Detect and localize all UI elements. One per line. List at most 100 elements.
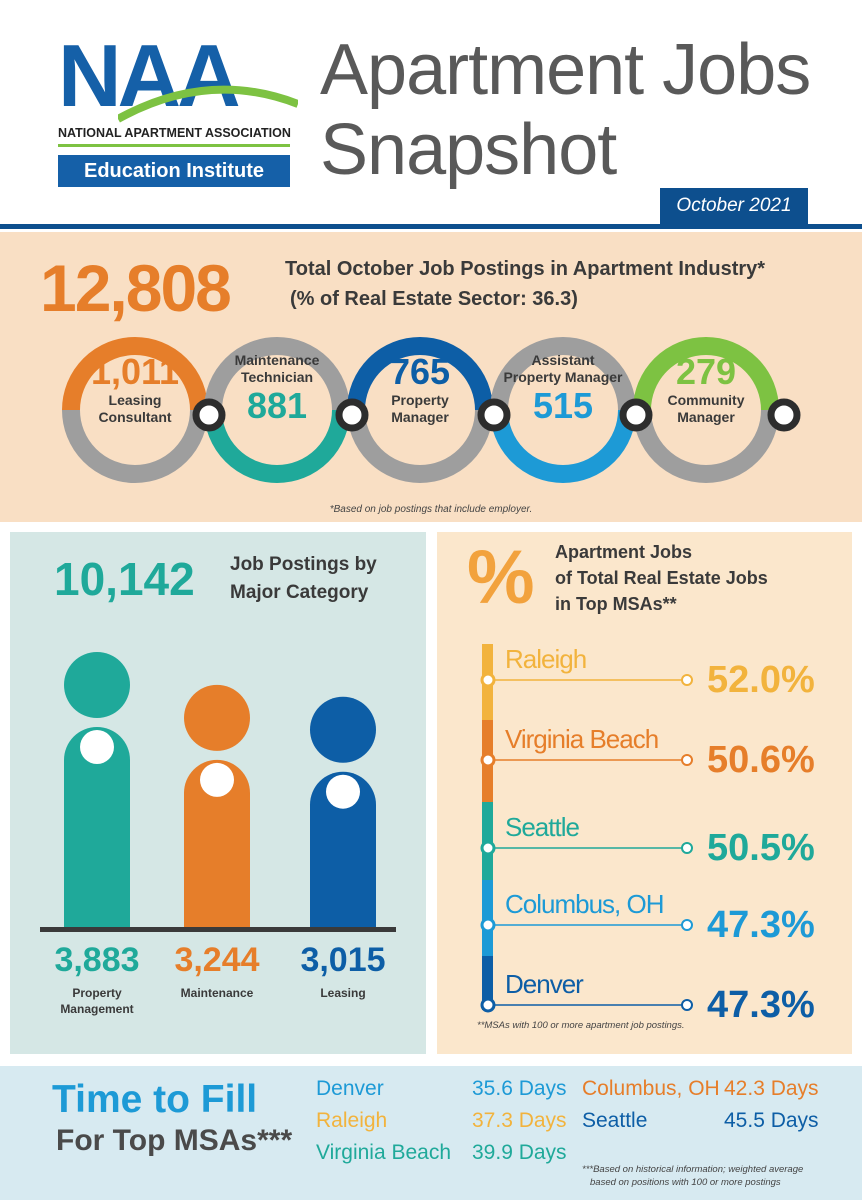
connector-node-icon (192, 398, 226, 432)
ring-label2: Manager (391, 409, 449, 425)
ring-value: 1,011 (90, 351, 180, 392)
timeline-end-icon (681, 754, 693, 766)
rings-chain (62, 337, 801, 483)
title-line2: Snapshot (320, 110, 617, 190)
total-number: 12,808 (40, 251, 232, 325)
figure-body (310, 771, 376, 927)
ring-bottom-arc (204, 409, 350, 483)
ring-label2: Consultant (98, 409, 172, 425)
totals-section: 12,808 Total October Job Postings in Apa… (0, 232, 862, 522)
totals-footnote: *Based on job postings that include empl… (329, 504, 533, 515)
ring-label1: Community (667, 392, 745, 408)
logo-sub: Education Institute (58, 155, 290, 187)
ring-value: 881 (246, 385, 308, 426)
fill-city: Columbus, OH (582, 1077, 720, 1100)
connector-node-icon (767, 398, 801, 432)
msa-title2: of Total Real Estate Jobs (555, 568, 768, 588)
connector-node-icon (477, 398, 511, 432)
title-line1: Apartment Jobs (320, 30, 811, 110)
timeline-node-icon (480, 840, 496, 856)
fill-footnote2: based on positions with 100 or more post… (590, 1177, 781, 1188)
msa-panel: % Apartment Jobs of Total Real Estate Jo… (437, 532, 852, 1054)
fill-title1: Time to Fill (52, 1078, 258, 1121)
ring-label1: Assistant (531, 352, 595, 368)
timeline-node-icon (480, 752, 496, 768)
figure-head (184, 684, 250, 751)
figure-body (184, 759, 250, 927)
ring-label1: Maintenance (234, 352, 320, 368)
fill-city: Raleigh (316, 1109, 388, 1132)
ring-value: 515 (532, 385, 594, 426)
msa-title3: in Top MSAs** (555, 594, 677, 614)
ring-label1: Leasing (108, 392, 162, 408)
msa-name: Denver (505, 969, 584, 999)
figure-dot-icon (200, 762, 234, 797)
msa-name: Raleigh (505, 644, 587, 674)
msa-timeline (480, 644, 693, 1013)
ring-item: 765 Property Manager (350, 352, 490, 426)
ring-bottom-arc (347, 409, 493, 483)
ring-item: 279 Community Manager (636, 352, 776, 426)
logo: NAA NATIONAL APARTMENT ASSOCIATION Educa… (58, 32, 298, 190)
ring-top-arc (347, 337, 493, 411)
fill-days: 39.9 Days (472, 1141, 567, 1164)
ring-label2: Manager (677, 409, 735, 425)
total-line2: (% of Real Estate Sector: 36.3) (290, 288, 578, 310)
timeline-end-icon (681, 842, 693, 854)
timeline-node-icon (480, 672, 496, 688)
time-to-fill-section: Time to Fill For Top MSAs*** Denver 35.6 … (0, 1066, 862, 1200)
category-label1: Leasing (320, 986, 366, 1000)
category-label1: Property (72, 986, 122, 1000)
timeline-node-icon (480, 997, 496, 1013)
ring-bottom-arc (633, 409, 779, 483)
figure-dot-icon (80, 730, 114, 764)
total-line1: Total October Job Postings in Apartment … (285, 258, 766, 280)
ring-label2: Technician (240, 369, 314, 385)
category-figures (40, 652, 396, 932)
ring-label1: Property (391, 392, 449, 408)
connector-node-icon (619, 398, 653, 432)
fill-city: Denver (316, 1077, 384, 1100)
figure-body (64, 727, 130, 927)
figure-head (310, 696, 376, 763)
figure-head (64, 652, 130, 718)
ring-bottom-arc (62, 409, 208, 483)
logo-org: NATIONAL APARTMENT ASSOCIATION (58, 126, 291, 140)
category-value: 3,244 (174, 941, 260, 979)
timeline-end-icon (681, 674, 693, 686)
baseline (40, 927, 396, 932)
fill-days: 37.3 Days (472, 1109, 567, 1132)
msa-percent: 47.3% (707, 904, 815, 946)
msa-name: Columbus, OH (505, 889, 664, 919)
fill-footnote1: ***Based on historical information; weig… (582, 1164, 804, 1175)
msa-name: Seattle (505, 812, 580, 842)
figure-dot-icon (326, 774, 360, 809)
ring-top-arc (62, 337, 208, 411)
ring-top-arc (490, 337, 636, 411)
category-label2: Management (60, 1002, 134, 1016)
fill-days: 35.6 Days (472, 1077, 567, 1100)
ring-value: 765 (389, 351, 451, 392)
logo-swoosh-icon (118, 85, 298, 123)
category-value: 3,883 (54, 941, 140, 979)
date-badge: October 2021 (660, 188, 808, 224)
page-title: Apartment Jobs Snapshot (320, 30, 811, 190)
ring-label2: Property Manager (503, 369, 623, 385)
fill-title2: For Top MSAs*** (56, 1124, 293, 1157)
fill-days: 42.3 Days (724, 1077, 819, 1100)
category-number: 10,142 (54, 553, 195, 605)
connector-node-icon (335, 398, 369, 432)
ring-item: Maintenance Technician 881 (207, 352, 347, 426)
fill-city: Virginia Beach (316, 1141, 452, 1164)
msa-name: Virginia Beach (505, 724, 659, 754)
timeline-node-icon (480, 917, 496, 933)
ring-item: 1,011 Leasing Consultant (65, 352, 205, 426)
category-title2: Major Category (230, 582, 369, 603)
timeline-end-icon (681, 999, 693, 1011)
category-panel: 10,142 Job Postings by Major Category 3,… (10, 532, 426, 1054)
category-value: 3,015 (300, 941, 386, 979)
percent-symbol: % (467, 535, 535, 620)
category-label1: Maintenance (180, 986, 254, 1000)
msa-footnote: **MSAs with 100 or more apartment job po… (477, 1020, 685, 1031)
ring-bottom-arc (490, 409, 636, 483)
